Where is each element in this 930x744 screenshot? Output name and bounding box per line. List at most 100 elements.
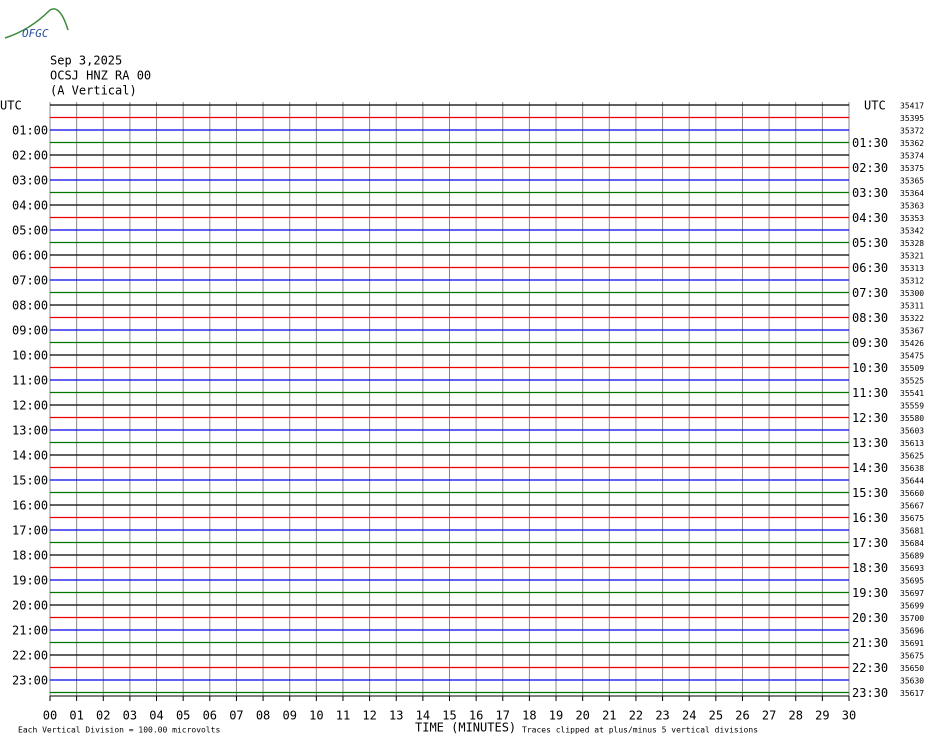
trace-offset: 35625 — [900, 452, 924, 461]
trace-offset: 35300 — [900, 289, 924, 298]
trace-offset: 35684 — [900, 539, 924, 548]
left-label: 10:00 — [12, 349, 48, 363]
scale-note: Each Vertical Division = 100.00 microvol… — [18, 726, 220, 735]
left-label: 19:00 — [12, 574, 48, 588]
trace-offset: 35693 — [900, 564, 924, 573]
trace-offset: 35696 — [900, 627, 924, 636]
x-tick-label: 18 — [522, 709, 536, 723]
right-label: 07:30 — [852, 286, 888, 300]
right-label: 08:30 — [852, 311, 888, 325]
x-tick-label: 10 — [309, 709, 323, 723]
trace-offset: 35695 — [900, 577, 924, 586]
x-tick-label: 19 — [549, 709, 563, 723]
x-tick-label: 20 — [575, 709, 589, 723]
trace-offset: 35630 — [900, 677, 924, 686]
trace-offset: 35313 — [900, 264, 924, 273]
trace-offset: 35322 — [900, 314, 924, 323]
date: Sep 3,2025 — [50, 54, 122, 68]
x-tick-label: 16 — [469, 709, 483, 723]
logo: OFGC — [22, 27, 49, 40]
right-label: 23:30 — [852, 686, 888, 700]
trace-offset: 35681 — [900, 527, 924, 536]
trace-offset: 35638 — [900, 464, 924, 473]
right-label: 20:30 — [852, 611, 888, 625]
left-label: 05:00 — [12, 224, 48, 238]
left-label: 12:00 — [12, 399, 48, 413]
x-tick-label: 24 — [682, 709, 696, 723]
x-tick-label: 06 — [203, 709, 217, 723]
x-tick-label: 25 — [709, 709, 723, 723]
x-tick-label: 00 — [43, 709, 57, 723]
trace-offset: 35417 — [900, 102, 924, 111]
trace-offset: 35363 — [900, 202, 924, 211]
trace-offset: 35321 — [900, 252, 924, 261]
x-tick-label: 03 — [123, 709, 137, 723]
trace-offset: 35353 — [900, 214, 924, 223]
x-tick-label: 21 — [602, 709, 616, 723]
right-label: 18:30 — [852, 561, 888, 575]
left-label: 09:00 — [12, 324, 48, 338]
trace-offset: 35364 — [900, 189, 924, 198]
x-tick-label: 15 — [442, 709, 456, 723]
x-tick-label: 27 — [762, 709, 776, 723]
left-label: 18:00 — [12, 549, 48, 563]
trace-offset: 35644 — [900, 477, 924, 486]
trace-offset: 35311 — [900, 302, 924, 311]
left-label: 11:00 — [12, 374, 48, 388]
left-label: 22:00 — [12, 649, 48, 663]
right-label: 16:30 — [852, 511, 888, 525]
left-label: 17:00 — [12, 524, 48, 538]
x-tick-label: 22 — [629, 709, 643, 723]
trace-offset: 35342 — [900, 227, 924, 236]
left-label: 01:00 — [12, 124, 48, 138]
left-label: 23:00 — [12, 674, 48, 688]
x-tick-label: 11 — [336, 709, 350, 723]
trace-offset: 35365 — [900, 177, 924, 186]
right-label: 21:30 — [852, 636, 888, 650]
trace-offset: 35691 — [900, 639, 924, 648]
clip-note: Traces clipped at plus/minus 5 vertical … — [522, 726, 758, 735]
trace-offset: 35374 — [900, 152, 924, 161]
trace-offset: 35617 — [900, 689, 924, 698]
trace-offset: 35362 — [900, 139, 924, 148]
left-label: 04:00 — [12, 199, 48, 213]
component: (A Vertical) — [50, 84, 137, 98]
trace-offset: 35541 — [900, 389, 924, 398]
right-label: 05:30 — [852, 236, 888, 250]
trace-offset: 35312 — [900, 277, 924, 286]
right-label: 22:30 — [852, 661, 888, 675]
left-label: 21:00 — [12, 624, 48, 638]
station: OCSJ HNZ RA 00 — [50, 69, 151, 83]
trace-offset: 35426 — [900, 339, 924, 348]
x-tick-label: 05 — [176, 709, 190, 723]
right-label: 15:30 — [852, 486, 888, 500]
x-tick-label: 28 — [789, 709, 803, 723]
trace-offset: 35475 — [900, 352, 924, 361]
logo-mark — [4, 8, 69, 39]
left-label: 16:00 — [12, 499, 48, 513]
trace-offset: 35525 — [900, 377, 924, 386]
left-label: 07:00 — [12, 274, 48, 288]
x-tick-label: 14 — [416, 709, 430, 723]
right-title: UTC — [864, 99, 886, 113]
right-label: 06:30 — [852, 261, 888, 275]
right-label: 02:30 — [852, 161, 888, 175]
trace-offset: 35650 — [900, 664, 924, 673]
trace-offset: 35675 — [900, 652, 924, 661]
x-tick-label: 30 — [842, 709, 856, 723]
left-title: UTC — [0, 99, 22, 113]
x-tick-label: 07 — [229, 709, 243, 723]
x-tick-label: 04 — [149, 709, 163, 723]
trace-offset: 35689 — [900, 552, 924, 561]
x-tick-label: 02 — [96, 709, 110, 723]
trace-offset: 35375 — [900, 164, 924, 173]
x-tick-label: 13 — [389, 709, 403, 723]
right-label: 19:30 — [852, 586, 888, 600]
trace-offset: 35328 — [900, 239, 924, 248]
trace-offset: 35660 — [900, 489, 924, 498]
x-tick-label: 26 — [735, 709, 749, 723]
trace-offset: 35367 — [900, 327, 924, 336]
trace-offset: 35395 — [900, 114, 924, 123]
trace-offset: 35697 — [900, 589, 924, 598]
